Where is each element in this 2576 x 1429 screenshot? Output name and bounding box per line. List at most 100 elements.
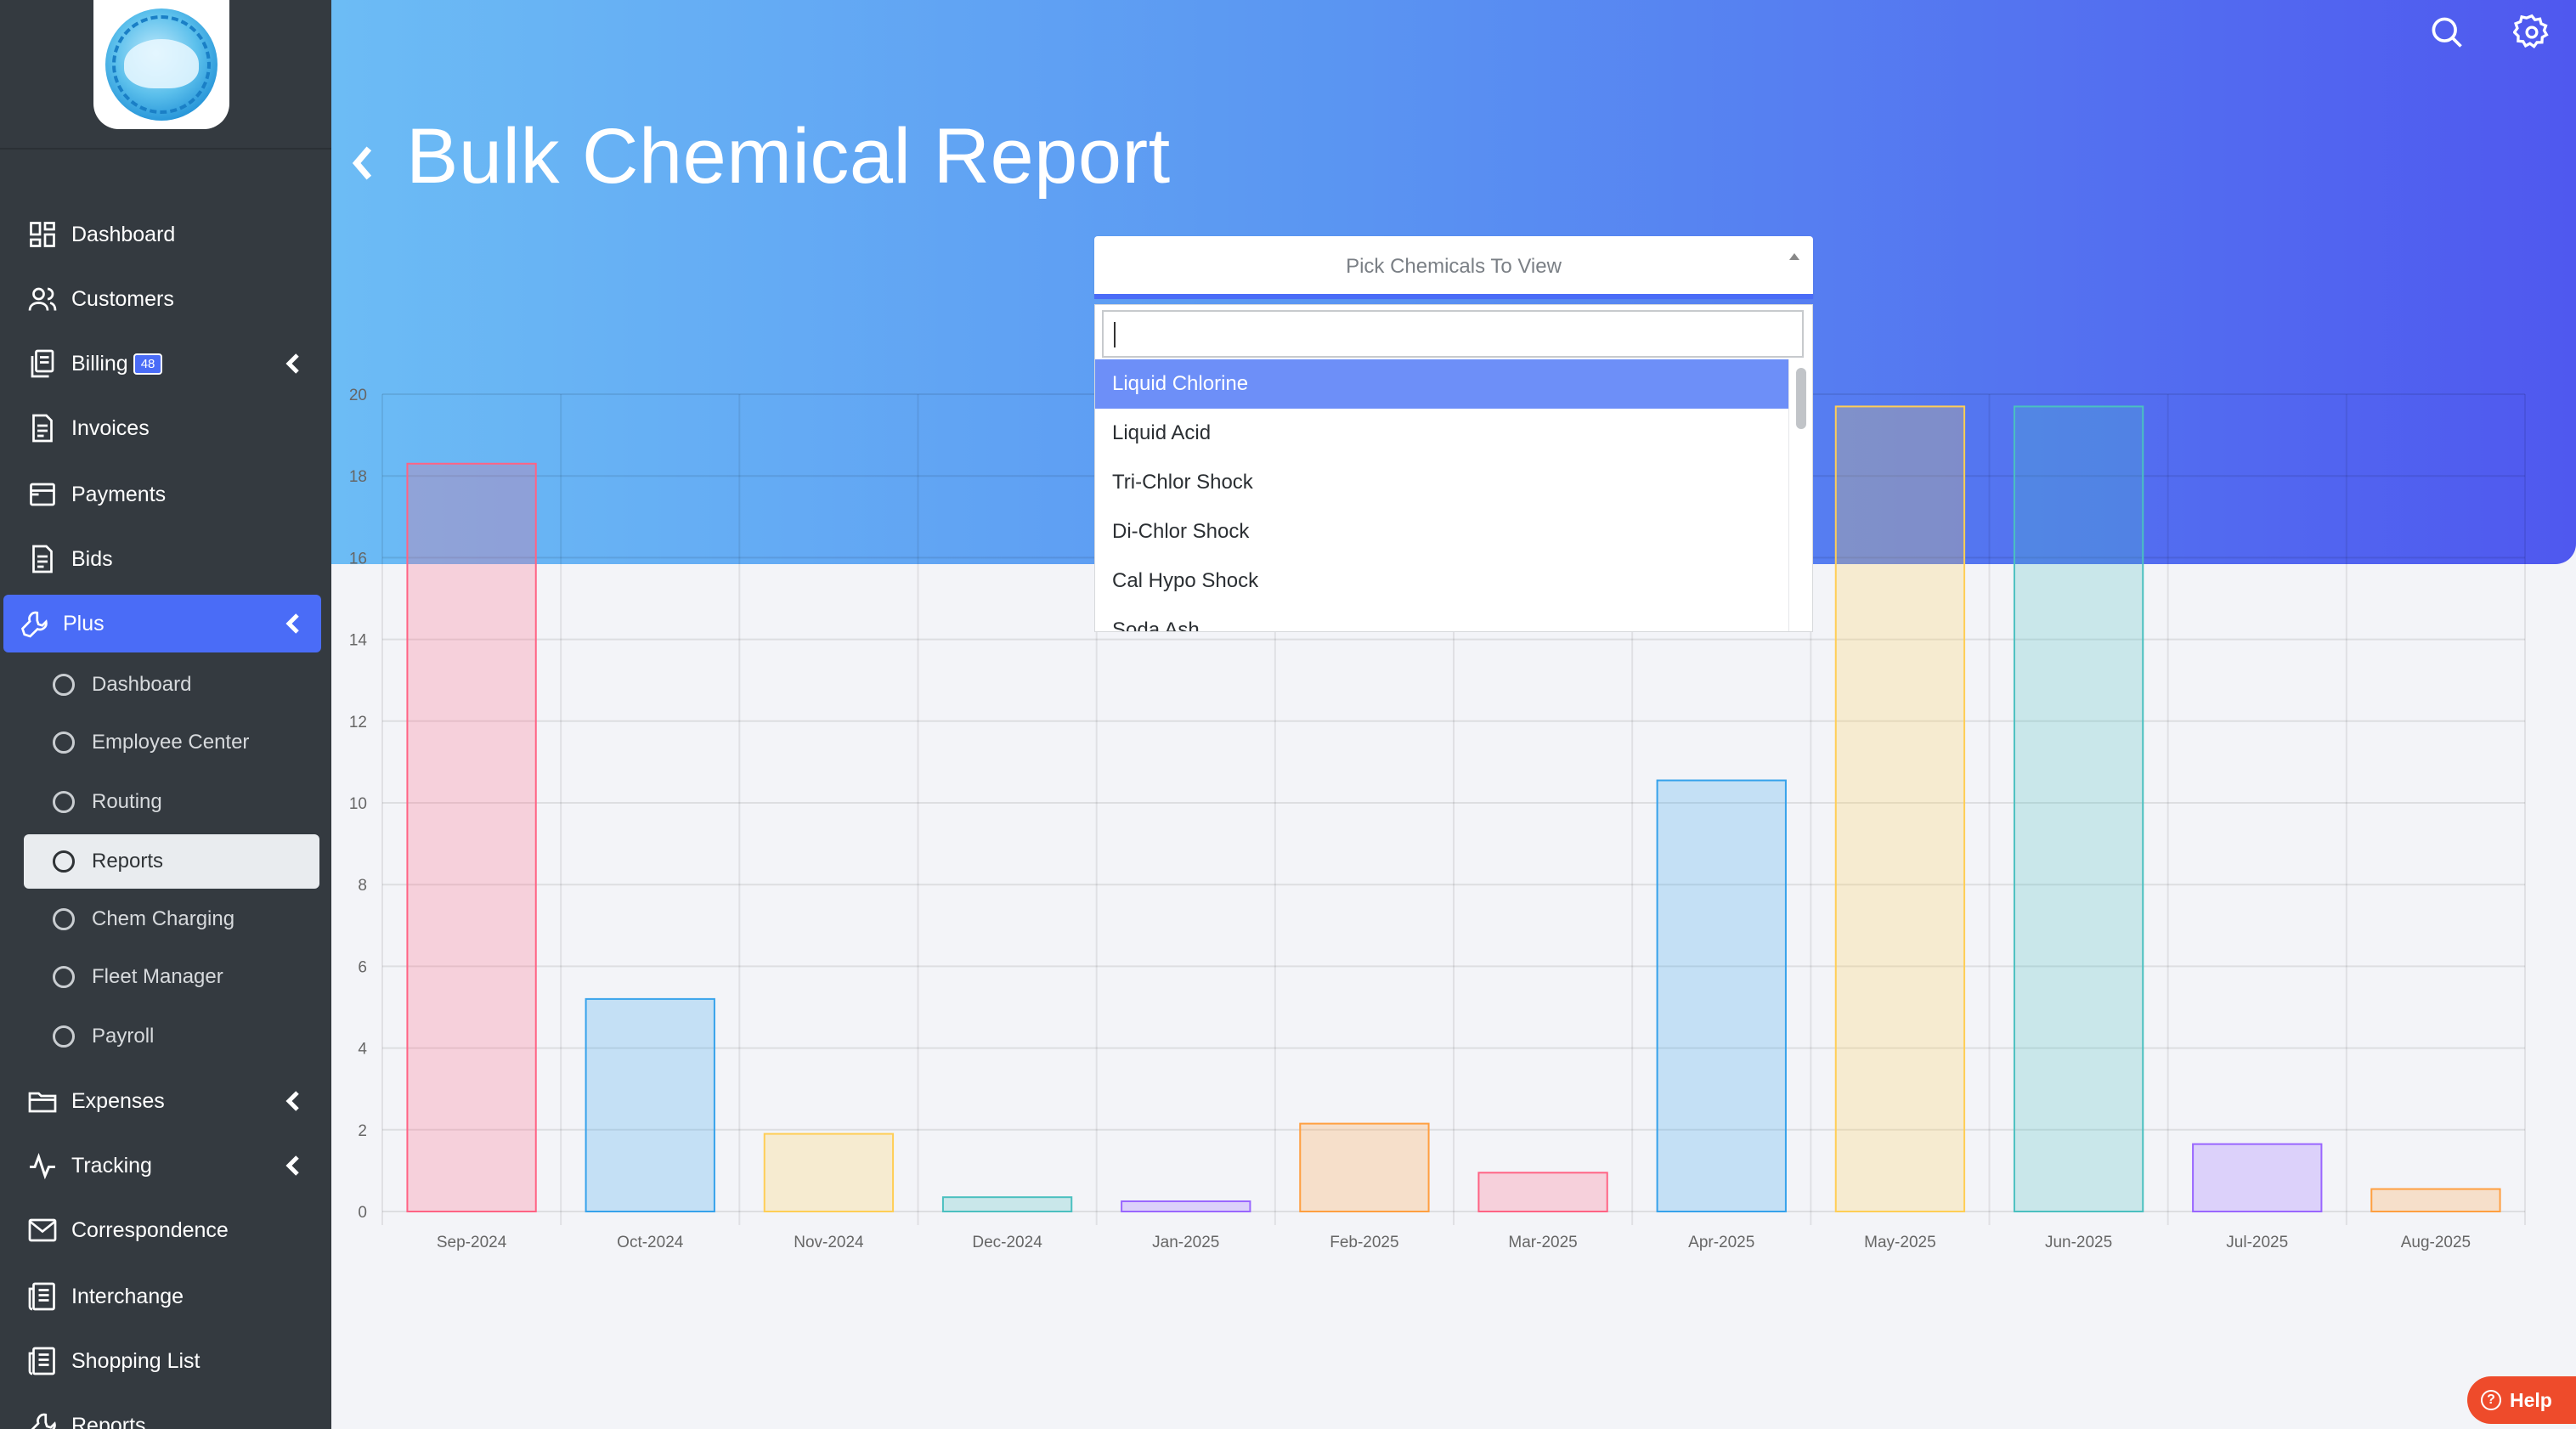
help-label: Help (2510, 1388, 2552, 1411)
sidebar-item-payments[interactable]: Payments (12, 466, 321, 523)
wrench-icon (17, 607, 51, 641)
invoice-icon (25, 411, 59, 445)
submenu-item-label: Dashboard (92, 673, 192, 696)
sidebar-item-invoices[interactable]: Invoices (12, 399, 321, 457)
sidebar-divider (0, 148, 331, 150)
bar (585, 997, 715, 1212)
bar (1477, 1172, 1608, 1213)
x-tick-label: Jul-2025 (2226, 1234, 2288, 1251)
y-tick-label: 18 (349, 468, 367, 486)
x-tick-label: Jun-2025 (2045, 1234, 2112, 1251)
sidebar-item-correspondence[interactable]: Correspondence (12, 1201, 321, 1259)
app-logo[interactable] (93, 0, 229, 129)
sidebar-item-reports[interactable]: Reports (12, 1397, 321, 1429)
chevron-left-icon (285, 1155, 299, 1176)
submenu-item-chem-charging[interactable]: Chem Charging (24, 892, 319, 946)
picker-dropdown: Liquid Chlorine Liquid Acid Tri-Chlor Sh… (1094, 304, 1813, 632)
sidebar-item-dashboard[interactable]: Dashboard (12, 206, 321, 263)
bar (2192, 1143, 2323, 1213)
sidebar-item-label: Billing (71, 351, 128, 376)
circle-icon (53, 908, 75, 930)
scrollbar-thumb[interactable] (1796, 368, 1806, 429)
submenu-item-dashboard[interactable]: Dashboard (24, 658, 319, 712)
help-button[interactable]: ? Help (2467, 1376, 2576, 1424)
submenu-item-label: Reports (92, 850, 164, 873)
page-title: Bulk Chemical Report (406, 113, 1171, 200)
chemical-picker[interactable]: Pick Chemicals To View (1094, 236, 1813, 297)
sidebar-item-interchange[interactable]: Interchange (12, 1268, 321, 1325)
submenu-item-fleet-manager[interactable]: Fleet Manager (24, 950, 319, 1004)
submenu-item-label: Fleet Manager (92, 965, 223, 988)
sidebar-item-tracking[interactable]: Tracking (12, 1137, 321, 1195)
picker-scrollbar[interactable] (1788, 359, 1812, 631)
y-tick-label: 16 (349, 550, 367, 568)
sidebar-item-bids[interactable]: Bids (12, 530, 321, 588)
sidebar-item-expenses[interactable]: Expenses (12, 1072, 321, 1130)
sidebar-item-plus[interactable]: Plus (3, 595, 321, 652)
dashboard-icon (25, 217, 59, 251)
submenu-item-routing[interactable]: Routing (24, 775, 319, 829)
sidebar-item-label: Shopping List (71, 1348, 201, 1373)
sidebar-item-shopping-list[interactable]: Shopping List (12, 1332, 321, 1390)
folder-icon (25, 1084, 59, 1118)
y-tick-label: 2 (358, 1122, 367, 1140)
billing-icon (25, 347, 59, 381)
back-chevron-icon[interactable] (350, 144, 376, 182)
picker-option[interactable]: Cal Hypo Shock (1112, 569, 1259, 592)
x-tick-label: Aug-2025 (2401, 1234, 2471, 1251)
picker-option[interactable]: Soda Ash (1112, 618, 1200, 632)
payments-icon (25, 477, 59, 511)
sidebar-item-label: Customers (71, 286, 174, 311)
gear-icon[interactable] (2513, 14, 2551, 51)
y-tick-label: 20 (349, 387, 367, 404)
users-icon (25, 282, 59, 316)
sidebar-item-label: Bids (71, 546, 113, 571)
picker-option[interactable]: Tri-Chlor Shock (1112, 471, 1253, 494)
circle-icon (53, 791, 75, 813)
x-tick-label: Mar-2025 (1508, 1234, 1577, 1251)
picker-search-input[interactable] (1102, 310, 1804, 358)
bar (1656, 779, 1787, 1212)
picker-option[interactable]: Di-Chlor Shock (1112, 520, 1250, 543)
submenu-item-payroll[interactable]: Payroll (24, 1009, 319, 1064)
logo-image (105, 8, 217, 121)
submenu-item-employee-center[interactable]: Employee Center (24, 715, 319, 770)
submenu-item-label: Routing (92, 790, 162, 813)
search-icon[interactable] (2428, 14, 2466, 51)
circle-icon (53, 674, 75, 696)
submenu-item-label: Payroll (92, 1025, 155, 1048)
y-tick-label: 4 (358, 1041, 367, 1059)
y-tick-label: 14 (349, 632, 368, 650)
y-tick-label: 12 (349, 714, 367, 731)
sidebar-item-label: Interchange (71, 1284, 184, 1308)
circle-icon (53, 966, 75, 988)
submenu-item-label: Chem Charging (92, 907, 235, 930)
chevron-left-icon (285, 1091, 299, 1111)
x-tick-label: Nov-2024 (794, 1234, 864, 1251)
sidebar-item-customers[interactable]: Customers (12, 270, 321, 328)
sidebar-item-label: Payments (71, 482, 167, 506)
bar (1834, 405, 1966, 1212)
chevron-left-icon (285, 613, 299, 634)
bar (763, 1132, 895, 1212)
submenu-item-reports[interactable]: Reports (24, 834, 319, 889)
bar (2013, 405, 2144, 1212)
picker-option[interactable]: Liquid Acid (1112, 421, 1212, 444)
circle-icon (53, 1025, 75, 1048)
sidebar-item-label: Dashboard (71, 222, 176, 246)
y-tick-label: 10 (349, 795, 367, 813)
picker-option[interactable]: Liquid Chlorine (1095, 359, 1788, 409)
reports-icon (25, 1409, 59, 1429)
sidebar-item-label: Expenses (71, 1088, 165, 1113)
bar (406, 462, 537, 1212)
caret-up-icon (1789, 253, 1799, 260)
mail-icon (25, 1213, 59, 1247)
chevron-left-icon (285, 353, 299, 374)
y-tick-label: 0 (358, 1204, 367, 1222)
submenu-item-label: Employee Center (92, 731, 250, 754)
sidebar-item-billing[interactable]: Billing 48 (12, 335, 321, 393)
x-tick-label: Dec-2024 (972, 1234, 1042, 1251)
y-tick-label: 6 (358, 958, 367, 976)
text-cursor (1114, 322, 1116, 347)
